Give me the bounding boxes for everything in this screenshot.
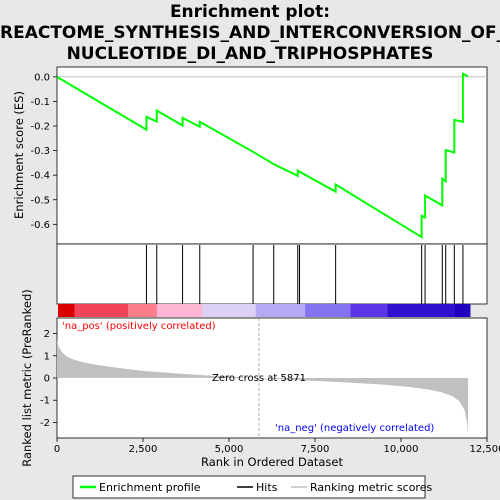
es-axis-label: Enrichment score (ES) xyxy=(12,91,26,219)
metric-y-tick-label: 1 xyxy=(44,351,50,362)
colorbar-segment xyxy=(58,304,74,317)
colorbar-segment xyxy=(74,304,128,317)
colorbar-segment xyxy=(351,304,389,317)
x-tick-label: 7,500 xyxy=(301,444,330,455)
es-y-tick-label: -0.2 xyxy=(30,122,50,133)
colorbar-segment xyxy=(305,304,351,317)
es-y-tick-label: -0.6 xyxy=(30,220,50,231)
es-y-tick-label: -0.1 xyxy=(30,97,50,108)
legend: Enrichment profile Hits Ranking metric s… xyxy=(73,476,432,498)
colorbar-segment xyxy=(128,304,157,317)
colorbar-segment xyxy=(256,304,306,317)
pos-correlated-label: 'na_pos' (positively correlated) xyxy=(62,321,216,332)
x-axis-label: Rank in Ordered Dataset xyxy=(201,455,344,469)
colorbar-segment xyxy=(202,304,256,317)
x-tick-label: 2,500 xyxy=(129,444,158,455)
metric-y-tick-label: -1 xyxy=(40,396,50,407)
x-tick-label: 5,000 xyxy=(215,444,244,455)
legend-hits-label: Hits xyxy=(256,481,278,494)
es-y-tick-label: -0.3 xyxy=(30,146,50,157)
es-y-tick-label: 0.0 xyxy=(34,72,50,83)
es-y-tick-label: -0.4 xyxy=(30,171,50,182)
x-tick-label: 10,000 xyxy=(384,444,419,455)
metric-y-tick-label: -2 xyxy=(40,418,50,429)
es-y-tick-label: -0.5 xyxy=(30,195,50,206)
metric-y-tick-label: 2 xyxy=(44,329,50,340)
neg-correlated-label: 'na_neg' (negatively correlated) xyxy=(275,423,434,434)
legend-metric-label: Ranking metric scores xyxy=(310,481,432,494)
x-tick-label: 0 xyxy=(54,444,60,455)
colorbar-segment xyxy=(157,304,203,317)
legend-enrichment-label: Enrichment profile xyxy=(99,481,201,494)
zero-cross-label: Zero cross at 5871 xyxy=(212,373,306,384)
x-tick-label: 12,500 xyxy=(470,444,500,455)
hits-panel xyxy=(57,244,487,304)
metric-y-tick-label: 0 xyxy=(44,374,50,385)
colorbar-segment xyxy=(455,304,470,317)
metric-axis-label: Ranked list metric (PreRanked) xyxy=(20,289,34,467)
